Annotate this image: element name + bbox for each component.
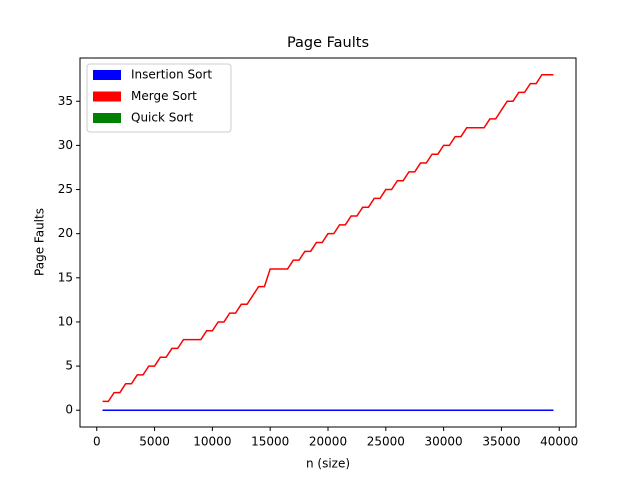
y-tick-label: 0 [65,403,73,417]
legend-swatch [93,70,121,80]
y-tick-label: 20 [58,226,73,240]
y-tick-label: 35 [58,94,73,108]
x-tick-label: 0 [93,435,101,449]
legend-label: Quick Sort [131,111,194,125]
y-tick-label: 30 [58,138,73,152]
x-tick-label: 5000 [139,435,170,449]
x-tick-label: 15000 [251,435,289,449]
legend-box [86,63,232,133]
series-line [102,74,554,403]
x-tick-label: 35000 [482,435,520,449]
legend-label: Merge Sort [131,89,197,103]
y-tick-label: 25 [58,182,73,196]
legend-swatch [93,91,121,102]
x-axis-label: n (size) [306,457,350,471]
x-tick-label: 20000 [309,435,347,449]
y-tick-label: 15 [58,270,73,284]
x-tick-label: 25000 [367,435,405,449]
plot-frame [79,57,577,428]
y-tick-label: 5 [65,359,73,373]
chart-title: Page Faults [287,35,369,51]
legend-label: Insertion Sort [131,68,212,82]
y-axis-label: Page Faults [33,208,47,276]
y-tick-label: 10 [58,314,73,328]
x-tick-label: 30000 [425,435,463,449]
legend-swatch [93,113,121,123]
x-tick-label: 10000 [193,435,231,449]
x-tick-label: 40000 [540,435,578,449]
